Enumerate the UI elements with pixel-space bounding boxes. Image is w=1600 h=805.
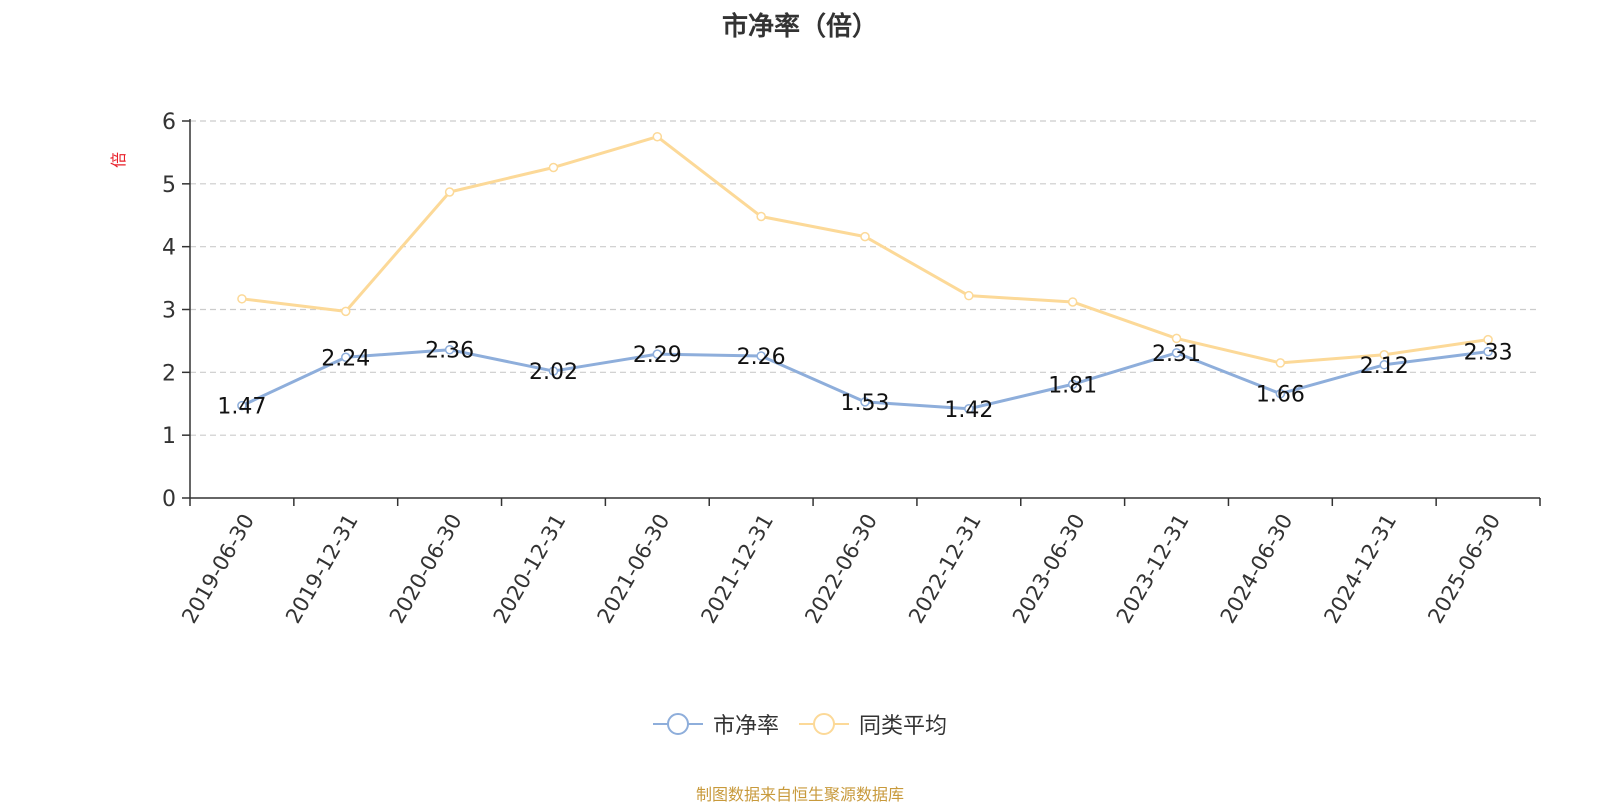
x-tick-label: 2021-06-30 <box>593 510 675 628</box>
data-point <box>860 397 870 407</box>
data-point <box>964 290 974 301</box>
data-point <box>1483 346 1493 357</box>
y-tick-label: 3 <box>162 299 176 324</box>
legend-marker-icon <box>652 713 703 735</box>
data-point <box>652 349 663 359</box>
data-point <box>1483 334 1493 345</box>
data-point <box>341 306 351 317</box>
x-tick-label: 2025-06-30 <box>1423 510 1505 628</box>
y-axis-label: 倍 <box>109 152 128 168</box>
legend-label: 同类平均 <box>859 714 948 739</box>
data-point <box>1067 297 1078 307</box>
data-label: 2.26 <box>737 345 786 370</box>
data-point <box>1067 379 1078 390</box>
data-label: 2.02 <box>529 360 578 385</box>
data-point <box>756 211 766 222</box>
y-tick-label: 5 <box>162 173 176 198</box>
data-point <box>652 131 663 142</box>
y-tick-label: 1 <box>162 424 176 449</box>
data-point <box>1275 388 1286 399</box>
data-point <box>444 187 455 197</box>
y-tick-label: 0 <box>162 487 176 512</box>
series-line <box>241 135 1489 365</box>
data-point <box>548 366 559 376</box>
x-tick-label: 2024-12-31 <box>1319 510 1401 628</box>
x-tick-label: 2023-12-31 <box>1112 510 1194 628</box>
x-tick-label: 2022-12-31 <box>904 510 986 628</box>
legend-marker-icon <box>799 713 849 735</box>
data-point <box>1379 360 1389 370</box>
data-label: 1.66 <box>1256 383 1305 408</box>
data-label: 2.24 <box>321 346 370 371</box>
data-label: 1.47 <box>217 395 266 420</box>
data-point <box>237 400 247 411</box>
x-tick-label: 2023-06-30 <box>1008 510 1090 628</box>
data-point <box>1275 358 1286 368</box>
x-tick-label: 2022-06-30 <box>800 510 882 628</box>
data-label: 2.29 <box>633 343 682 368</box>
x-tick-label: 2021-12-31 <box>696 510 778 628</box>
data-point <box>860 231 870 242</box>
source-note: 制图数据来自恒生聚源数据库 <box>695 785 904 804</box>
data-point <box>1379 349 1389 360</box>
data-point <box>444 344 455 355</box>
line-chart: 0 1 2 3 4 5 6 倍 2019-06-30 2019-12-31 2020-06-30 20… <box>109 110 1541 628</box>
data-label: 2.31 <box>1152 342 1201 367</box>
data-label: 2.12 <box>1360 354 1409 379</box>
data-point <box>1171 333 1182 344</box>
data-label: 2.33 <box>1464 341 1513 366</box>
legend-item-pb[interactable]: 市净率 <box>652 708 779 740</box>
y-tick-label: 6 <box>162 110 176 135</box>
data-label: 1.53 <box>841 391 890 416</box>
chart-title: 市净率（倍） <box>721 12 878 42</box>
y-tick-label: 2 <box>162 361 176 386</box>
x-tick-label: 2020-12-31 <box>489 510 571 628</box>
data-point <box>237 294 247 304</box>
data-point <box>341 352 351 363</box>
legend-item-peer-average[interactable]: 同类平均 <box>799 708 947 740</box>
data-point <box>548 162 559 173</box>
data-label: 1.42 <box>944 398 993 423</box>
y-tick-label: 4 <box>162 236 176 261</box>
data-point <box>964 404 974 414</box>
legend-label: 市净率 <box>712 714 779 739</box>
x-tick-label: 2019-12-31 <box>281 510 363 628</box>
data-label: 1.81 <box>1048 373 1097 398</box>
x-tick-label: 2024-06-30 <box>1216 510 1298 628</box>
x-tick-label: 2019-06-30 <box>177 510 259 628</box>
legend: 市净率 同类平均 <box>0 708 1600 740</box>
x-tick-label: 2020-06-30 <box>385 510 467 628</box>
data-label: 2.36 <box>425 339 474 364</box>
data-point <box>756 351 766 361</box>
data-point <box>1171 348 1182 358</box>
